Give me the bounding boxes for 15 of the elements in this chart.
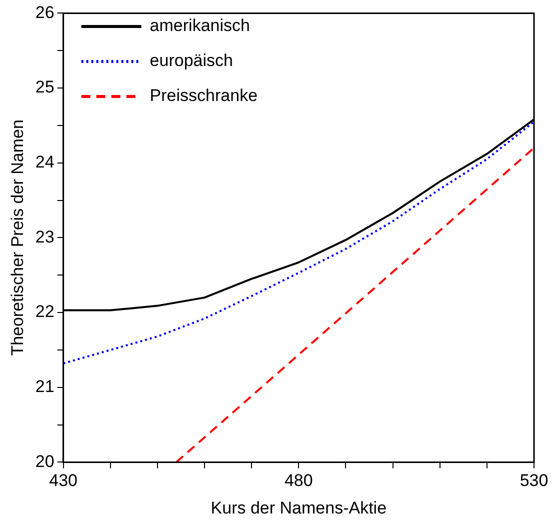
y-tick-label: 23 bbox=[35, 227, 54, 246]
x-tick-label: 480 bbox=[284, 471, 313, 490]
y-tick-label: 24 bbox=[35, 152, 54, 172]
legend-label: Preisschranke bbox=[150, 86, 258, 106]
y-tick-label: 20 bbox=[35, 452, 54, 471]
x-axis-title: Kurs der Namens-Aktie bbox=[210, 498, 387, 518]
legend-label: europäisch bbox=[150, 51, 233, 70]
x-tick-label: 430 bbox=[49, 471, 78, 490]
legend-label: amerikanisch bbox=[150, 16, 250, 36]
y-tick-label: 21 bbox=[35, 377, 54, 396]
y-axis-title: Theoretischer Preis der Namen bbox=[8, 120, 27, 356]
y-tick-label: 22 bbox=[35, 302, 54, 322]
y-tick-label: 25 bbox=[35, 78, 54, 97]
x-tick-label: 530 bbox=[520, 471, 548, 490]
y-tick-label: 26 bbox=[35, 2, 54, 22]
